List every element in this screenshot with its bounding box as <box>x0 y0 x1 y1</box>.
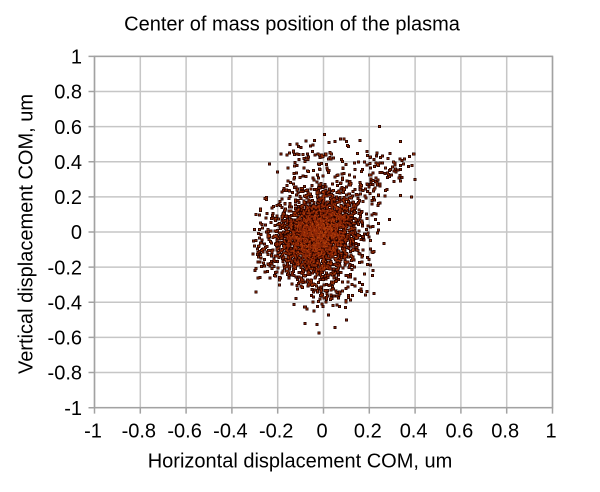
svg-text:0.8: 0.8 <box>54 82 82 104</box>
svg-text:-0.2: -0.2 <box>259 421 293 443</box>
svg-text:-0.6: -0.6 <box>167 421 201 443</box>
svg-text:Vertical displacement COM, um: Vertical displacement COM, um <box>16 94 38 374</box>
svg-text:1: 1 <box>71 47 82 69</box>
svg-text:0: 0 <box>316 421 327 443</box>
svg-text:0.2: 0.2 <box>54 187 82 209</box>
svg-text:-0.6: -0.6 <box>48 328 82 350</box>
svg-text:-0.8: -0.8 <box>122 421 156 443</box>
svg-text:Horizontal displacement COM, u: Horizontal displacement COM, um <box>148 451 453 473</box>
svg-text:0.6: 0.6 <box>54 117 82 139</box>
svg-text:0.4: 0.4 <box>54 152 82 174</box>
svg-text:-0.8: -0.8 <box>48 363 82 385</box>
svg-text:-0.4: -0.4 <box>213 421 247 443</box>
svg-text:-1: -1 <box>64 398 82 420</box>
svg-text:1: 1 <box>545 421 556 443</box>
svg-text:-0.2: -0.2 <box>48 257 82 279</box>
svg-text:Center of mass position of the: Center of mass position of the plasma <box>124 14 461 36</box>
svg-text:0.2: 0.2 <box>354 421 382 443</box>
svg-text:-1: -1 <box>84 421 102 443</box>
svg-text:0.4: 0.4 <box>400 421 428 443</box>
svg-text:0: 0 <box>71 222 82 244</box>
svg-text:0.6: 0.6 <box>445 421 473 443</box>
svg-text:0.8: 0.8 <box>491 421 519 443</box>
svg-text:-0.4: -0.4 <box>48 293 82 315</box>
